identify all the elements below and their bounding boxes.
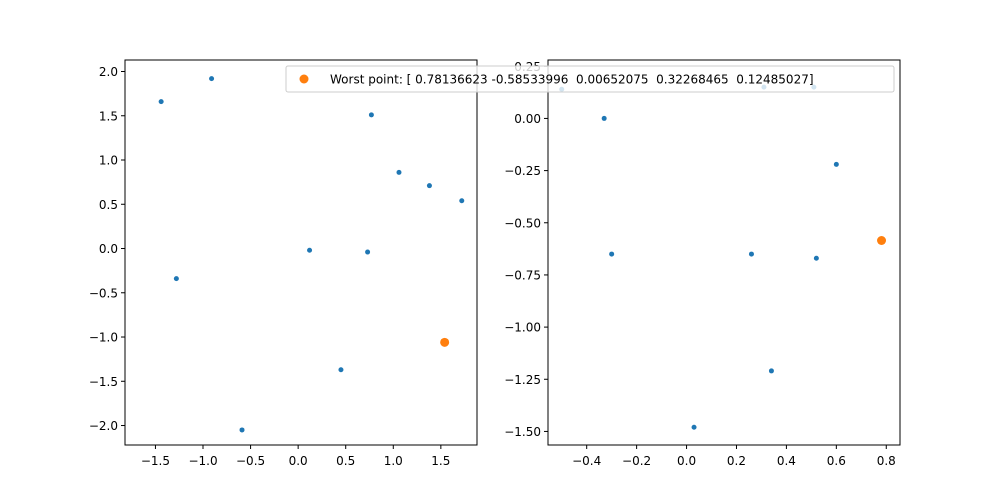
data-point (833, 161, 839, 167)
worst-point-marker (440, 337, 450, 347)
data-point (307, 247, 313, 253)
y-tick-label: −0.25 (504, 164, 541, 178)
data-point (396, 169, 402, 175)
worst-point-marker (877, 236, 887, 246)
x-tick-label: 0.2 (727, 454, 746, 468)
y-tick-label: −0.50 (504, 216, 541, 230)
y-tick-label: 0.00 (514, 112, 541, 126)
y-tick-label: 1.5 (99, 109, 118, 123)
right-scatter-plot: −0.4 −0.2 0.0 0.2 0.4 0.6 0.8 −1.50 −1.25 −1.00 −0… (504, 59, 901, 468)
x-tick-label: 0.5 (336, 454, 355, 468)
legend-marker (299, 74, 309, 84)
legend-label: Worst point: [ 0.78136623 -0.58533996 0.… (330, 73, 814, 87)
x-tick-label: 1.0 (384, 454, 403, 468)
y-tick-label: 0.0 (99, 242, 118, 256)
left-scatter-plot: −1.5 −1.0 −0.5 0.0 0.5 1.0 1.5 −2.0 −1.5 −1.0 −0.5… (89, 59, 478, 468)
data-point (338, 367, 344, 373)
y-tick-label: 1.0 (99, 154, 118, 168)
x-tick-label: 0.4 (777, 454, 796, 468)
x-tick-label: 1.5 (431, 454, 450, 468)
y-tick-label: 2.0 (99, 65, 118, 79)
y-tick-label: −1.25 (504, 373, 541, 387)
data-point (173, 276, 179, 282)
x-tick-label: −0.2 (622, 454, 651, 468)
x-tick-label: 0.8 (877, 454, 896, 468)
data-point (209, 76, 215, 82)
data-point (239, 427, 245, 433)
y-tick-label: −1.5 (89, 375, 118, 389)
data-point (601, 115, 607, 121)
legend: Worst point: [ 0.78136623 -0.58533996 0.… (285, 65, 895, 93)
y-tick-label: −0.75 (504, 268, 541, 282)
data-point (691, 424, 697, 430)
data-point (365, 249, 371, 255)
data-point (426, 183, 432, 189)
data-point (459, 198, 465, 204)
x-tick-label: 0.0 (677, 454, 696, 468)
x-tick-label: −0.5 (236, 454, 265, 468)
x-tick-label: 0.6 (827, 454, 846, 468)
y-tick-label: −1.50 (504, 425, 541, 439)
y-tick-label: −0.5 (89, 286, 118, 300)
data-point (609, 251, 615, 257)
x-tick-label: −1.5 (141, 454, 170, 468)
y-tick-label: −2.0 (89, 419, 118, 433)
x-tick-label: −1.0 (188, 454, 217, 468)
axes-frame (547, 59, 901, 446)
x-tick-label: 0.0 (289, 454, 308, 468)
y-tick-label: −1.00 (504, 321, 541, 335)
data-point (158, 99, 164, 105)
data-point (813, 255, 819, 261)
axes-frame (124, 59, 478, 446)
data-point (748, 251, 754, 257)
y-tick-label: −1.0 (89, 331, 118, 345)
legend-box (285, 65, 895, 93)
data-point (368, 112, 374, 118)
data-point (768, 368, 774, 374)
x-tick-label: −0.4 (572, 454, 601, 468)
y-tick-label: 0.5 (99, 198, 118, 212)
